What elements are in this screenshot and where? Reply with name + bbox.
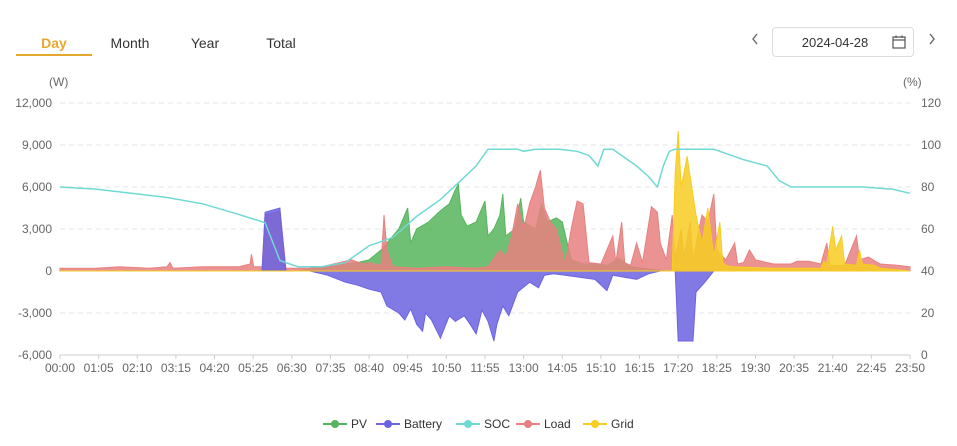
x-tick-label: 14:05 <box>547 361 577 375</box>
active-tab-underline <box>16 54 92 56</box>
y-left-tick-label: -6,000 <box>18 348 52 362</box>
legend-label-soc: SOC <box>484 417 511 431</box>
y-left-tick-label: 9,000 <box>22 138 52 152</box>
x-tick-label: 16:15 <box>625 361 655 375</box>
y-left-unit-label: (W) <box>49 75 68 89</box>
tab-day[interactable]: Day <box>41 35 67 51</box>
x-tick-label: 09:45 <box>393 361 423 375</box>
calendar-icon[interactable] <box>892 35 906 49</box>
series-area-grid <box>60 130 911 272</box>
y-left-tick-label: -3,000 <box>18 306 52 320</box>
period-tabs: Day Month Year Total <box>16 26 316 58</box>
x-tick-label: 21:40 <box>818 361 848 375</box>
date-navigator: 2024-04-28 <box>745 27 945 59</box>
y-left-tick-label: 12,000 <box>15 96 52 110</box>
x-tick-label: 05:25 <box>238 361 268 375</box>
date-value: 2024-04-28 <box>801 35 869 50</box>
x-tick-label: 22:45 <box>856 361 886 375</box>
x-tick-label: 18:25 <box>702 361 732 375</box>
x-tick-label: 19:30 <box>740 361 770 375</box>
y-left-tick-label: 0 <box>45 264 52 278</box>
y-left-tick-label: 3,000 <box>22 222 52 236</box>
x-tick-label: 15:10 <box>586 361 616 375</box>
series-line-soc <box>59 148 911 268</box>
x-tick-label: 00:00 <box>45 361 75 375</box>
x-tick-label: 10:50 <box>431 361 461 375</box>
x-tick-label: 03:15 <box>161 361 191 375</box>
energy-chart: 12,000 9,000 6,000 3,000 0 -3,000 -6,000 120 100… <box>15 75 941 375</box>
y-left-tick-label: 6,000 <box>22 180 52 194</box>
x-tick-label: 01:05 <box>84 361 114 375</box>
y-right-tick-label: 80 <box>921 180 935 194</box>
x-tick-label: 20:35 <box>779 361 809 375</box>
y-right-tick-label: 120 <box>921 96 941 110</box>
tab-month[interactable]: Month <box>110 35 150 51</box>
y-right-tick-label: 0 <box>921 348 928 362</box>
legend-label-grid: Grid <box>611 417 634 431</box>
x-tick-label: 13:00 <box>509 361 539 375</box>
series-area-pv <box>60 182 910 272</box>
date-picker[interactable]: 2024-04-28 <box>772 27 914 57</box>
legend-label-battery: Battery <box>404 417 443 431</box>
x-tick-label: 02:10 <box>122 361 152 375</box>
x-tick-label: 08:40 <box>354 361 384 375</box>
chevron-left-icon[interactable] <box>745 29 765 55</box>
x-tick-label: 11:55 <box>470 361 499 375</box>
legend-label-load: Load <box>544 417 571 431</box>
x-tick-label: 23:50 <box>895 361 925 375</box>
tab-total[interactable]: Total <box>266 35 296 51</box>
y-right-tick-label: 40 <box>921 264 935 278</box>
x-tick-label: 07:35 <box>315 361 345 375</box>
chevron-right-icon[interactable] <box>922 29 942 55</box>
x-tick-label: 06:30 <box>277 361 307 375</box>
x-tick-label: 17:20 <box>663 361 693 375</box>
y-right-tick-label: 60 <box>921 222 935 236</box>
y-right-tick-label: 100 <box>921 138 941 152</box>
y-right-tick-label: 20 <box>921 306 935 320</box>
x-tick-label: 04:20 <box>200 361 230 375</box>
legend-label-pv: PV <box>351 417 368 431</box>
tab-year[interactable]: Year <box>190 35 220 51</box>
chart-legend: PV Battery SOC Load Grid <box>0 414 957 436</box>
y-right-unit-label: (%) <box>903 75 922 89</box>
